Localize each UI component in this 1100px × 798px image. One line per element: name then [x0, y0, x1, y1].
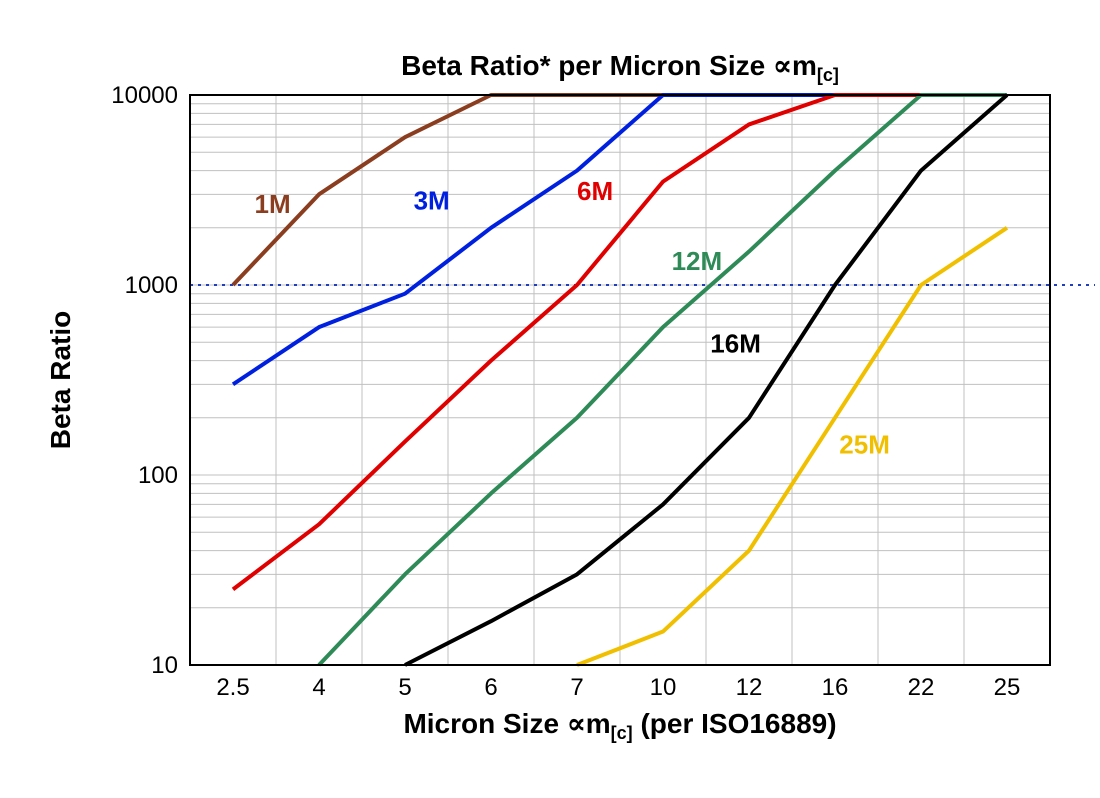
x-tick-label: 6: [484, 674, 497, 701]
x-tick-label: 16: [822, 674, 849, 701]
x-tick-label: 4: [312, 674, 325, 701]
x-tick-label: 5: [398, 674, 411, 701]
beta-ratio-chart: 2.5 4 5 6 7 10 12 16 22 25 10 100 1000 10000 1M 3M 6M 12M…: [0, 0, 1100, 798]
chart-svg: 2.5 4 5 6 7 10 12 16 22 25 10 100 1000 10000 1M 3M 6M 12M…: [0, 0, 1100, 798]
x-tick-label: 10: [650, 674, 677, 701]
y-tick-label: 100: [138, 462, 178, 489]
x-tick-label: 25: [994, 674, 1021, 701]
y-tick-label: 10: [151, 652, 178, 679]
series-label-25m: 25M: [839, 429, 890, 459]
y-axis-label: Beta Ratio: [45, 311, 76, 449]
y-tick-label: 1000: [125, 272, 178, 299]
x-tick-label: 2.5: [216, 674, 249, 701]
series-label-3m: 3M: [414, 185, 450, 215]
series-label-1m: 1M: [255, 189, 291, 219]
series-label-12m: 12M: [672, 246, 723, 276]
y-tick-label: 10000: [111, 82, 178, 109]
chart-title: Beta Ratio* per Micron Size ∝m[c]: [401, 50, 839, 85]
series-label-6m: 6M: [577, 176, 613, 206]
x-tick-label: 22: [908, 674, 935, 701]
series-label-16m: 16M: [710, 329, 761, 359]
x-tick-label: 7: [570, 674, 583, 701]
x-tick-label: 12: [736, 674, 763, 701]
x-axis-label: Micron Size ∝m[c] (per ISO16889): [403, 708, 836, 743]
